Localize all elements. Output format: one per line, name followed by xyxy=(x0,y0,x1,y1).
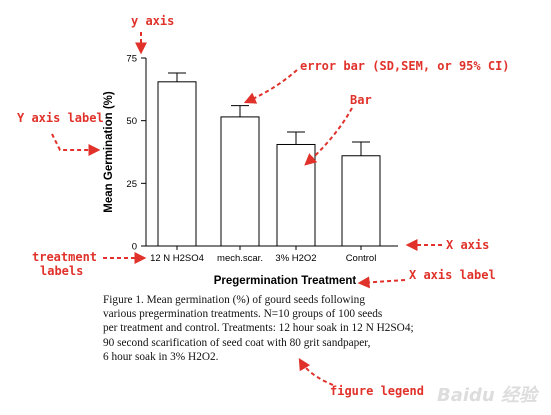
annotation-y-axis: y axis xyxy=(131,14,174,28)
annotation-x-axis: X axis xyxy=(446,238,489,252)
y-tick-label: 25 xyxy=(126,179,137,190)
x-tick-label: 12 N H2SO4 xyxy=(150,253,204,264)
y-tick-group: 0 25 50 75 xyxy=(126,54,146,253)
arrow-y-axis-label-icon xyxy=(51,133,101,156)
watermark: Baidu 经验 xyxy=(436,385,537,406)
bar xyxy=(157,81,197,247)
x-tick-label: 3% H2O2 xyxy=(275,253,316,264)
annotation-figure-legend: figure legend xyxy=(330,384,424,398)
caption-line-3: per treatment and control. Treatments: 1… xyxy=(103,322,414,335)
bar xyxy=(220,116,260,247)
x-tick-label-group: 12 N H2SO4 mech.scar. 3% H2O2 Control xyxy=(150,253,376,264)
annotation-bar: Bar xyxy=(350,93,372,107)
bar xyxy=(276,143,316,247)
caption-line-2: various pregermination treatments. N=10 … xyxy=(103,308,383,321)
y-tick-label: 75 xyxy=(126,54,137,65)
caption-line-4: 90 second scarification of seed coat wit… xyxy=(103,336,371,349)
x-tick-label: Control xyxy=(346,253,377,264)
annotation-treatment-labels-2: labels xyxy=(40,264,83,278)
annotation-treatment-labels-1: treatment xyxy=(32,250,97,264)
annotation-y-axis-label: Y axis label xyxy=(17,111,104,125)
x-axis-title: Pregermination Treatment xyxy=(214,275,357,287)
caption-line-5: 6 hour soak in 3% H2O2. xyxy=(103,350,219,363)
annotation-x-axis-label: X axis label xyxy=(409,268,496,282)
caption-line-1: Figure 1. Mean germination (%) of gourd … xyxy=(103,294,365,306)
y-axis-title: Mean Germination (%) xyxy=(103,91,115,213)
y-tick-label: 50 xyxy=(126,116,137,127)
bar xyxy=(341,155,381,247)
arrow-figure-legend-icon xyxy=(298,357,334,386)
figure-caption: Figure 1. Mean germination (%) of gourd … xyxy=(103,293,533,364)
y-tick-label: 0 xyxy=(132,242,137,253)
arrow-x-axis-label-icon xyxy=(357,276,406,289)
x-tick-label: mech.scar. xyxy=(217,253,263,264)
bar-group xyxy=(157,72,381,250)
arrow-bar-icon xyxy=(304,107,353,166)
arrow-error-bar-icon xyxy=(243,69,298,104)
annotation-error-bar: error bar (SD,SEM, or 95% CI) xyxy=(300,59,510,73)
